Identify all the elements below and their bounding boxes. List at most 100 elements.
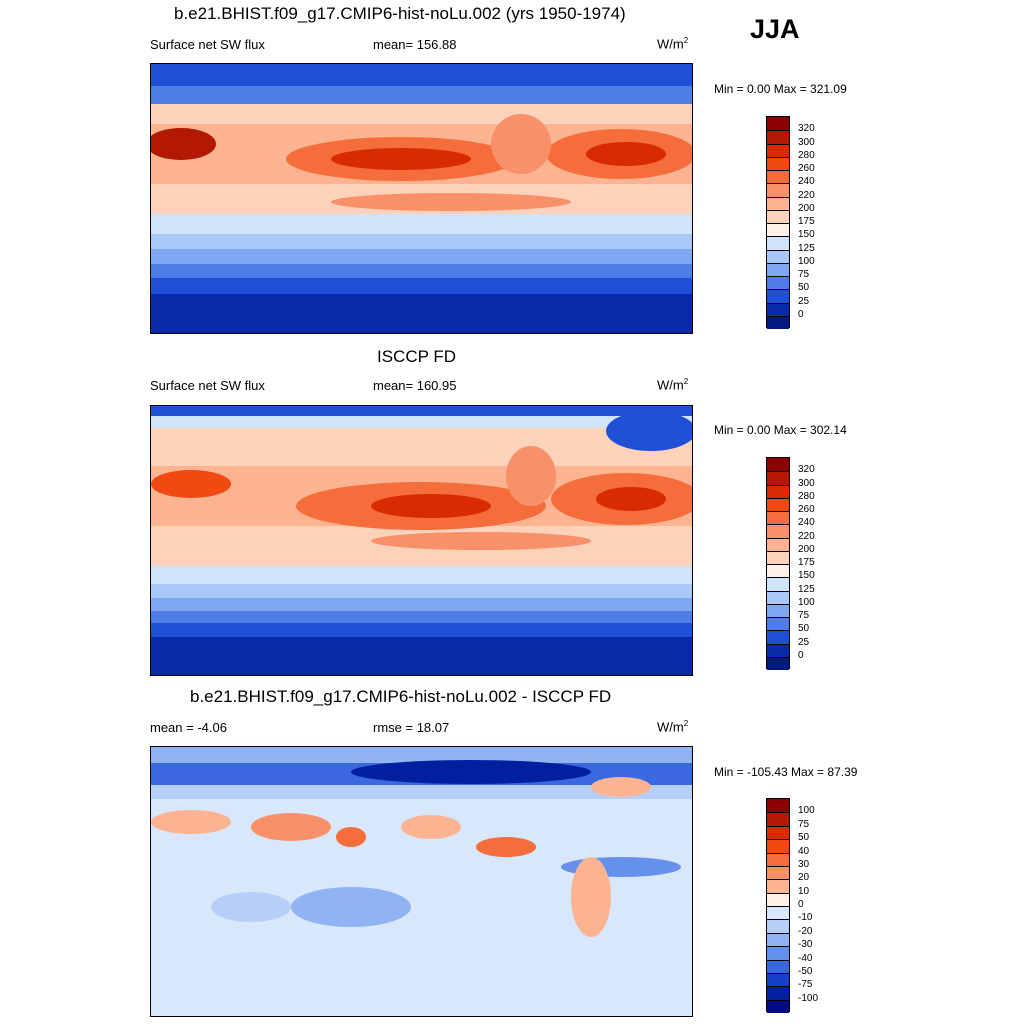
colorbar-tick-label: -75 [798, 979, 813, 991]
colorbar-tick-label: 100 [798, 596, 815, 608]
colorbar-segment [767, 550, 789, 564]
panel2-minmax: Min = 0.00 Max = 302.14 [714, 423, 847, 437]
panel1-colorbar: 320 300 280 260 240 220 200 175 150 125 100 75 50 25 0 [766, 116, 815, 329]
colorbar-tick-label: 240 [798, 176, 815, 188]
panel3-units: W/m2 [657, 719, 689, 735]
colorbar-tick-label: 150 [798, 229, 815, 241]
colorbar-tick-label: 50 [798, 832, 810, 844]
panel2-mean-label: mean= 160.95 [373, 378, 457, 393]
colorbar-segment [767, 852, 789, 866]
colorbar-tick-label: 260 [798, 504, 815, 515]
panel3-map-svg [151, 747, 692, 1016]
colorbar-segment [767, 315, 789, 329]
panel3-mean-label: mean = -4.06 [150, 720, 227, 735]
colorbar-segment [767, 999, 789, 1013]
panel1-minmax: Min = 0.00 Max = 321.09 [714, 82, 847, 96]
colorbar-tick-label: 125 [798, 583, 815, 595]
colorbar-tick-label: 50 [798, 623, 810, 635]
colorbar-tick-label: 220 [798, 530, 815, 542]
colorbar-segment [767, 986, 789, 1000]
panel1-left-label: Surface net SW flux [150, 37, 265, 52]
colorbar-segment [767, 892, 789, 906]
colorbar-tick-label: 75 [798, 818, 810, 830]
colorbar-tick-label: 50 [798, 282, 810, 294]
colorbar-segment [767, 289, 789, 303]
panel2-colorbar: 320 300 280 260 240 220 200 175 150 125 100 75 50 25 0 [766, 457, 815, 670]
colorbar-tick-label: -10 [798, 912, 813, 924]
panel1-mean-label: mean= 156.88 [373, 37, 457, 52]
colorbar-tick-label: -100 [798, 992, 819, 1004]
colorbar-segment [767, 223, 789, 237]
colorbar-tick-label: 100 [798, 255, 815, 267]
colorbar-segment [767, 276, 789, 290]
colorbar-segment [767, 183, 789, 197]
colorbar-tick-label: -40 [798, 952, 813, 964]
colorbar-segment [767, 825, 789, 840]
colorbar-tick-label: 25 [798, 295, 810, 307]
colorbar-tick-label: 260 [798, 163, 815, 174]
colorbar-box [766, 457, 790, 670]
colorbar-segment [767, 564, 789, 578]
colorbar-tick-label: -30 [798, 939, 813, 951]
colorbar-segment [767, 959, 789, 973]
colorbar-tick-label: 75 [798, 269, 810, 280]
colorbar-tick-label: 0 [798, 649, 804, 661]
colorbar-segment [767, 537, 789, 551]
panel3-rmse-label: rmse = 18.07 [373, 720, 450, 735]
panel2-map [150, 405, 693, 676]
colorbar-segment [767, 209, 789, 223]
colorbar-tick-label: 320 [798, 123, 815, 135]
colorbar-segment [767, 236, 789, 250]
colorbar-tick-label: 100 [798, 805, 815, 817]
colorbar-segment [767, 617, 789, 631]
colorbar-segment [767, 590, 789, 604]
colorbar-tick-label: 40 [798, 845, 810, 857]
colorbar-tick-label: 150 [798, 570, 815, 582]
colorbar-tick-label: 280 [798, 149, 815, 161]
panel3-title: b.e21.BHIST.f09_g17.CMIP6-hist-noLu.002 … [190, 687, 612, 706]
colorbar-segment [767, 130, 789, 144]
colorbar-tick-label: 175 [798, 216, 815, 227]
colorbar-segment [767, 497, 789, 511]
colorbar-box [766, 116, 790, 329]
colorbar-tick-label: 10 [798, 885, 810, 897]
colorbar-segment [767, 484, 789, 498]
colorbar-tick-label: 0 [798, 899, 804, 910]
colorbar-segment [767, 302, 789, 316]
colorbar-segment [767, 143, 789, 157]
colorbar-segment [767, 249, 789, 263]
colorbar-tick-label: 20 [798, 872, 810, 884]
colorbar-segment [767, 643, 789, 657]
colorbar-segment [767, 117, 789, 131]
colorbar-tick-label: 300 [798, 136, 815, 148]
colorbar-tick-label: 125 [798, 242, 815, 254]
colorbar-tick-label: -50 [798, 965, 813, 977]
panel1-title: b.e21.BHIST.f09_g17.CMIP6-hist-noLu.002 … [174, 4, 626, 23]
colorbar-segment [767, 577, 789, 591]
panel2-left-label: Surface net SW flux [150, 378, 265, 393]
colorbar-segment [767, 196, 789, 210]
colorbar-segment [767, 170, 789, 184]
colorbar-segment [767, 879, 789, 893]
colorbar-segment [767, 972, 789, 987]
colorbar-tick-label: 240 [798, 517, 815, 529]
colorbar-segment [767, 799, 789, 813]
panel2-units: W/m2 [657, 377, 689, 393]
colorbar-segment [767, 156, 789, 170]
colorbar-segment [767, 839, 789, 853]
colorbar-segment [767, 946, 789, 960]
panel1-map-svg [151, 64, 692, 333]
colorbar-segment [767, 656, 789, 670]
colorbar-segment [767, 511, 789, 525]
panel2-map-svg [151, 406, 692, 675]
colorbar-segment [767, 471, 789, 485]
colorbar-segment [767, 932, 789, 947]
colorbar-segment [767, 865, 789, 880]
panel1-map [150, 63, 693, 334]
colorbar-tick-label: 280 [798, 490, 815, 502]
colorbar-segment [767, 919, 789, 933]
colorbar-tick-label: 30 [798, 858, 810, 870]
colorbar-segment [767, 906, 789, 920]
colorbar-segment [767, 603, 789, 617]
colorbar-segment [767, 630, 789, 644]
